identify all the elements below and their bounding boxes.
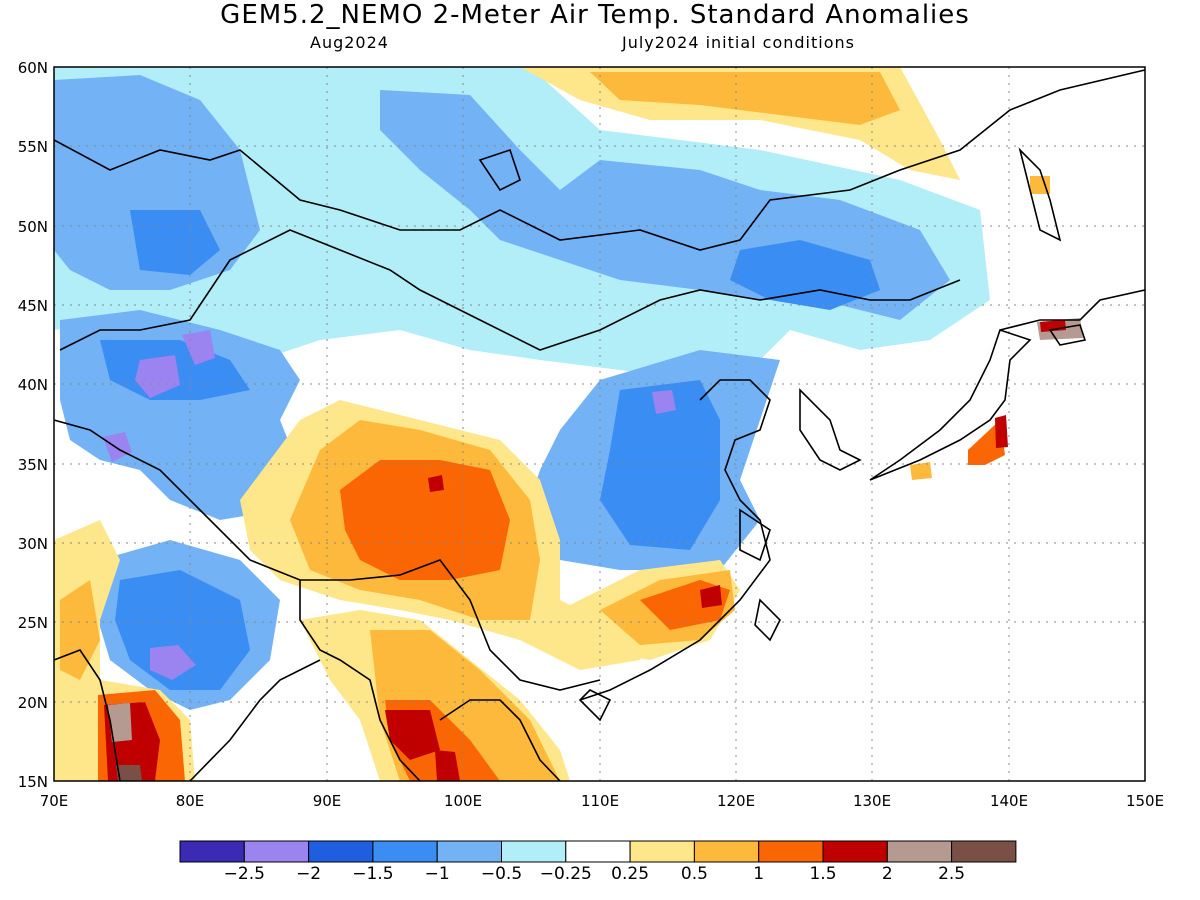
dark-red-region-myanmar [385, 710, 440, 760]
colorbar-swatch-10 [822, 840, 888, 863]
lon-label-120e: 120E [717, 792, 755, 810]
map-title: GEM5.2_NEMO 2-Meter Air Temp. Standard A… [220, 0, 970, 30]
colorbar-swatch-12 [951, 840, 1017, 863]
colorbar-label-4: −0.5 [481, 864, 522, 884]
colorbar-label-9: 1.5 [809, 864, 836, 884]
colorbar-label-8: 1 [753, 864, 764, 884]
lat-label-45n: 45N [18, 297, 48, 315]
colorbar-swatch-5 [501, 840, 567, 863]
colorbar-swatch-9 [758, 840, 824, 863]
lon-label-80e: 80E [176, 792, 205, 810]
colorbar-swatch-4 [436, 840, 503, 863]
orange-spot-sakhalin [1030, 176, 1050, 194]
graticule [54, 67, 1145, 781]
colorbar-swatch-7 [629, 840, 695, 863]
init-conditions-label: July2024 initial conditions [622, 33, 855, 52]
colorbar-swatch-6 [565, 840, 631, 863]
dark-red-spot-south-china [700, 585, 722, 608]
lon-label-130e: 130E [853, 792, 891, 810]
orange-spot-japan-west [910, 462, 932, 480]
colorbar-label-11: 2.5 [938, 864, 965, 884]
lat-axis-labels: 60N 55N 50N 45N 40N 35N 30N 25N 20N 15N [18, 59, 48, 791]
dark-red-spot-japan [995, 415, 1008, 448]
lat-label-55n: 55N [18, 138, 48, 156]
colorbar: −2.5 −2 −1.5 −1 −0.5 −0.25 0.25 0.5 1 1.5 2 2.5 [179, 840, 1017, 884]
colorbar-swatch-2 [308, 840, 374, 863]
purple-region-kyrgyz [135, 355, 180, 398]
lat-label-35n: 35N [18, 456, 48, 474]
mid-blue-region-west [130, 210, 220, 275]
coastlines-borders [54, 69, 1145, 781]
lon-label-70e: 70E [40, 792, 69, 810]
colorbar-swatch-1 [243, 840, 310, 863]
colorbar-swatch-3 [372, 840, 438, 863]
lat-label-20n: 20N [18, 694, 48, 712]
colorbar-swatch-0 [179, 840, 245, 863]
colorbar-label-0: −2.5 [224, 864, 265, 884]
mid-blue-region-east-china [600, 380, 720, 550]
purple-region-east-china [652, 390, 676, 414]
colorbar-swatch-8 [693, 840, 760, 863]
colorbar-label-10: 2 [882, 864, 893, 884]
purple-region-pamir [103, 432, 132, 462]
orange-region-north [590, 72, 900, 125]
purple-region-india [150, 645, 196, 680]
dark-brown-spot-south-india [116, 765, 142, 781]
colorbar-label-2: −1.5 [352, 864, 393, 884]
colorbar-swatch-11 [886, 840, 953, 863]
colorbar-label-6: 0.25 [611, 864, 649, 884]
lon-label-140e: 140E [990, 792, 1028, 810]
brown-region-south-india [108, 703, 132, 742]
lat-label-15n: 15N [18, 773, 48, 791]
colorbar-label-5: −0.25 [540, 864, 592, 884]
plot-frame [53, 66, 1146, 782]
lat-label-40n: 40N [18, 376, 48, 394]
lon-label-150e: 150E [1126, 792, 1164, 810]
lat-label-25n: 25N [18, 614, 48, 632]
lon-label-100e: 100E [444, 792, 482, 810]
lon-label-110e: 110E [581, 792, 619, 810]
orange-region-tibet [340, 460, 510, 580]
mid-blue-region-india [115, 570, 250, 690]
mid-blue-region-northeast [730, 240, 880, 310]
lon-axis-labels: 70E 80E 90E 100E 110E 120E 130E 140E 150… [40, 792, 1164, 810]
colorbar-label-7: 0.5 [681, 864, 708, 884]
lat-label-50n: 50N [18, 218, 48, 236]
lat-label-30n: 30N [18, 535, 48, 553]
lat-label-60n: 60N [18, 59, 48, 77]
dark-red-spot-tibet [428, 475, 444, 492]
colorbar-label-1: −2 [296, 864, 321, 884]
anomaly-field [54, 67, 1145, 781]
purple-region-tianshan [182, 330, 215, 365]
colorbar-label-3: −1 [425, 864, 450, 884]
valid-month-label: Aug2024 [310, 33, 389, 52]
dark-red-spot-indochina [435, 750, 460, 781]
orange-region-west-india [60, 580, 100, 680]
lon-label-90e: 90E [313, 792, 342, 810]
